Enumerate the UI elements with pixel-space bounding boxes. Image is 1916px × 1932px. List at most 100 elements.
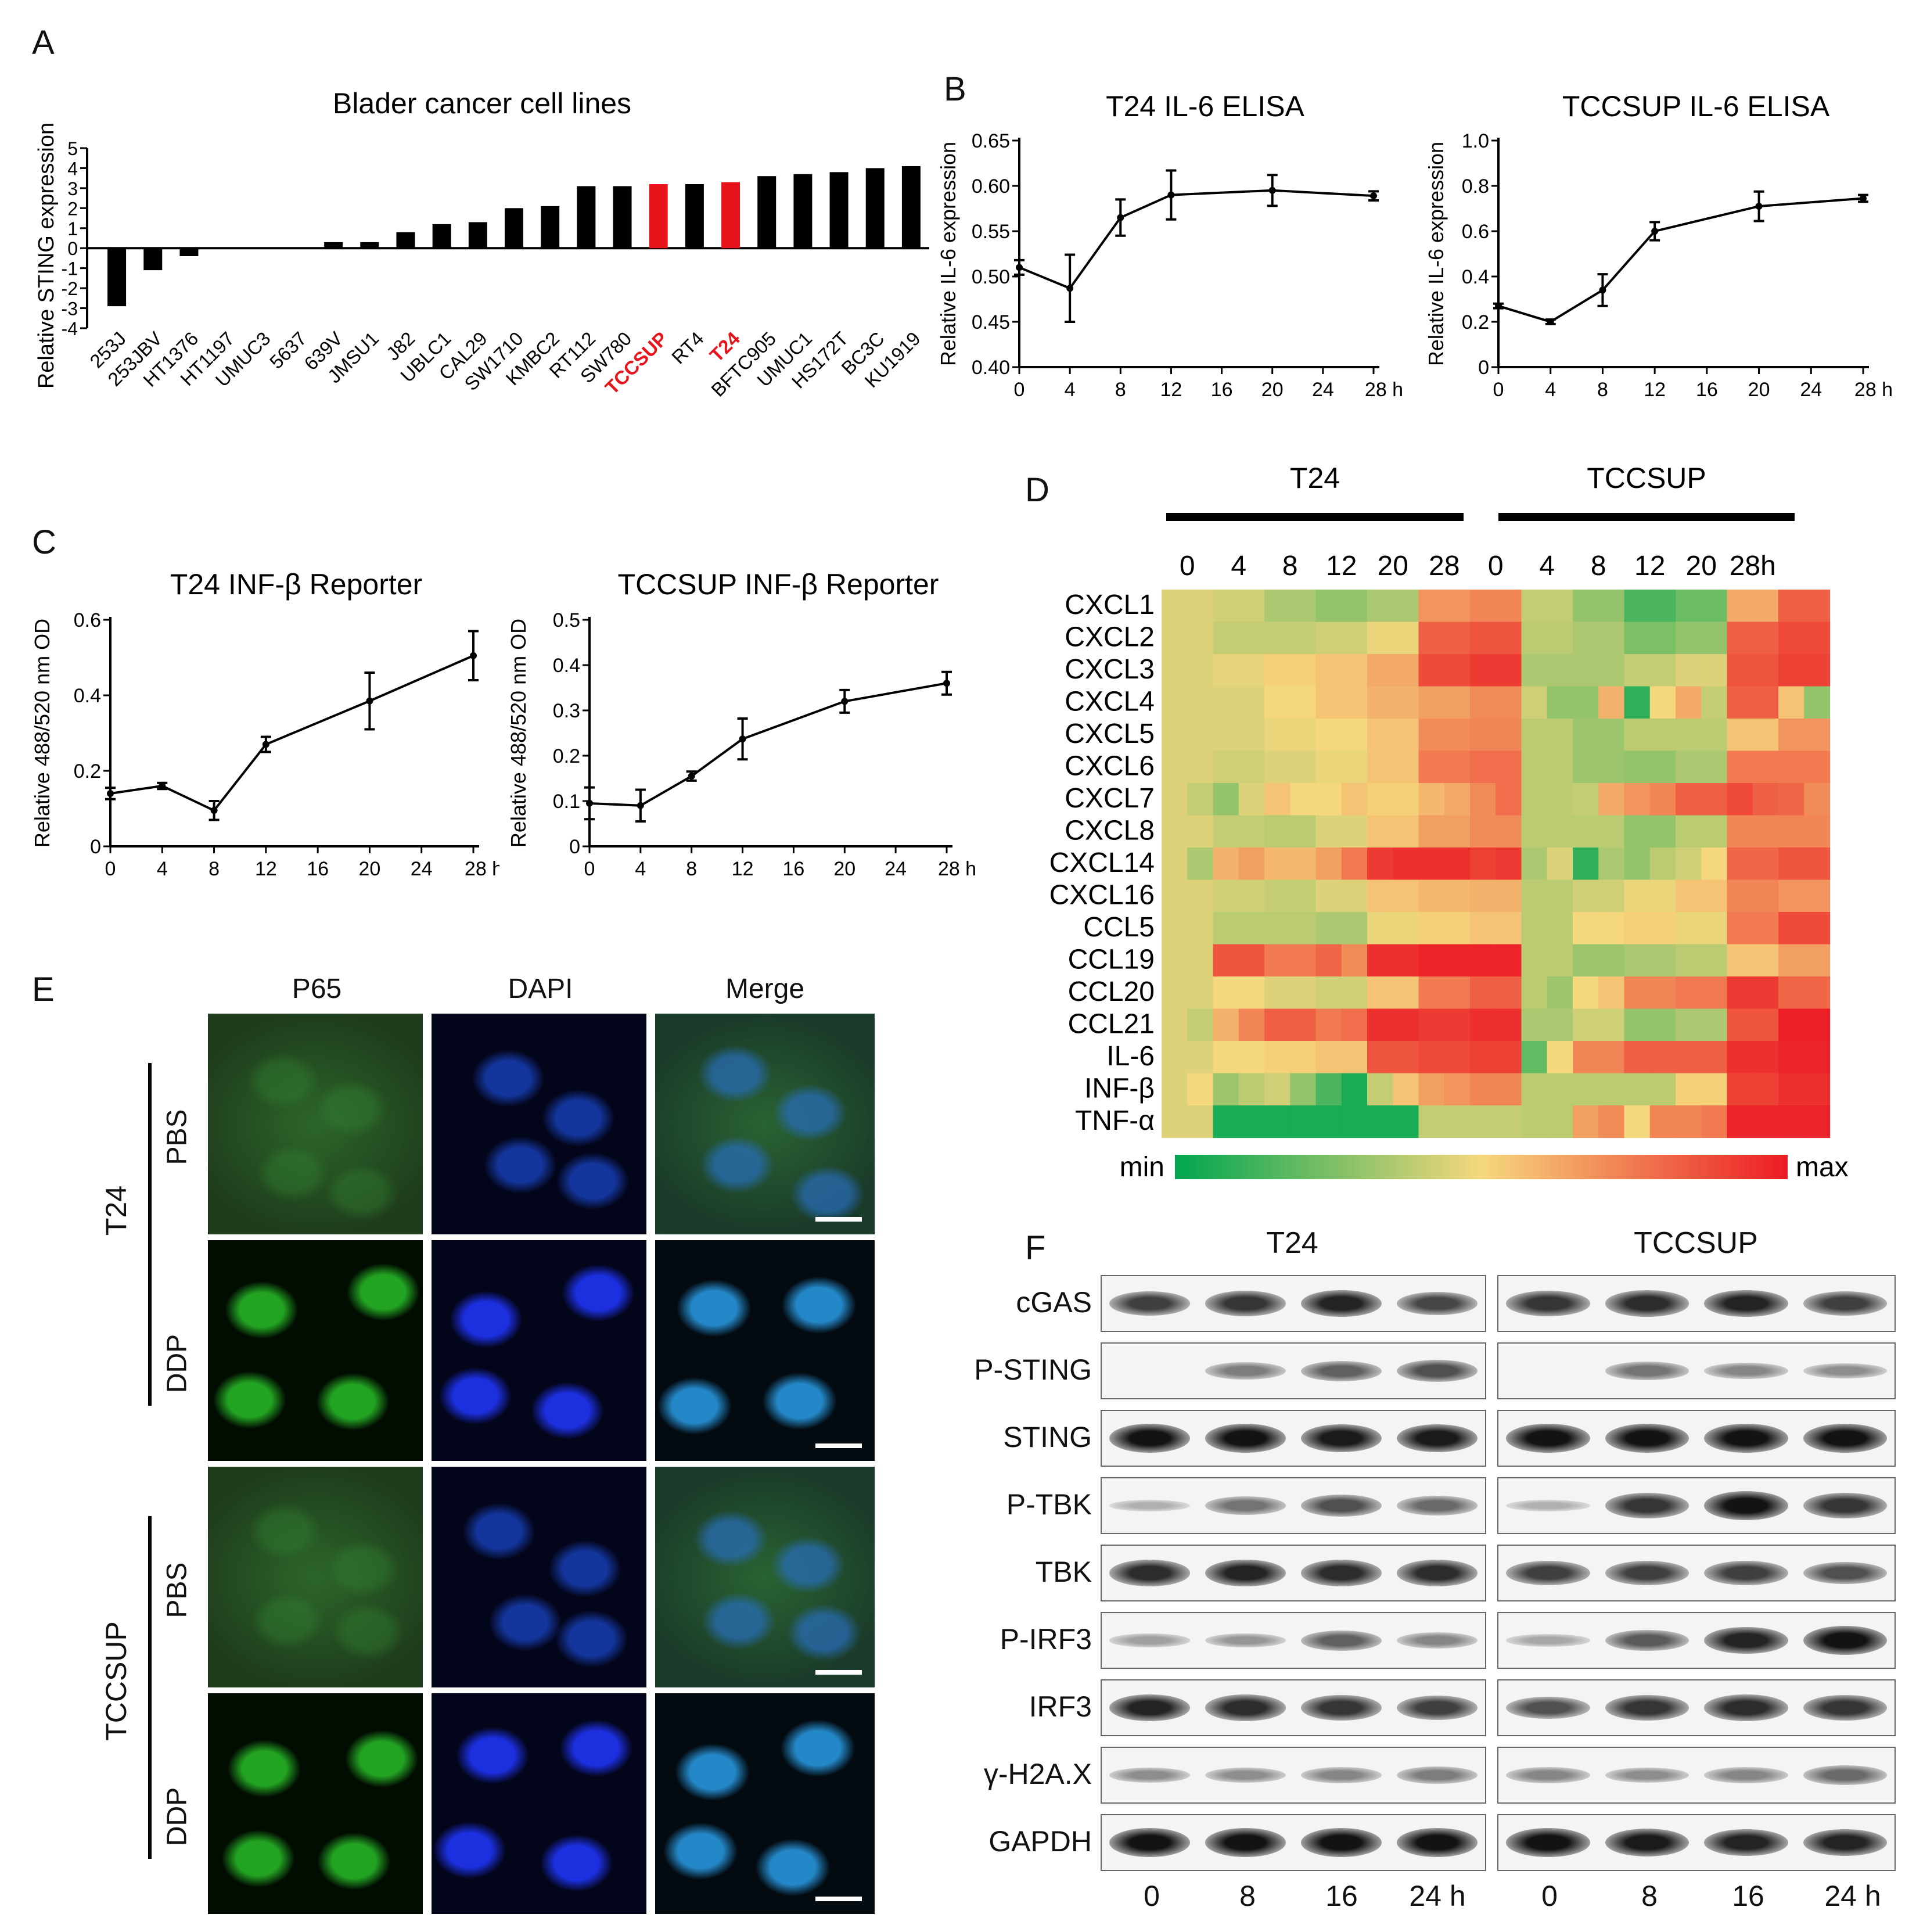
heatmap-cell	[1521, 976, 1548, 1010]
chart-a-ytick-label: -4	[62, 318, 78, 339]
heatmap-cell	[1598, 622, 1625, 655]
heatmap-cell	[1778, 944, 1804, 977]
heatmap-group-bar	[1166, 513, 1464, 521]
chart-a-bar-253jbv	[143, 248, 163, 271]
chartB2-point	[1651, 228, 1659, 235]
heatmap-cell	[1598, 879, 1625, 913]
heatmap-cell	[1727, 976, 1753, 1010]
heatmap-column-label: 28h	[1730, 551, 1776, 581]
heatmap-cell	[1162, 1008, 1188, 1042]
heatmap-scale-min: min	[1120, 1152, 1164, 1183]
blot-band	[1205, 1559, 1286, 1587]
micrograph-p65-tccsup-ddp	[208, 1693, 423, 1914]
heatmap-cell	[1496, 719, 1522, 752]
chartB1-ylabel: Relative IL-6 expression	[936, 142, 960, 366]
heatmap-cell	[1444, 879, 1471, 913]
heatmap-cell	[1393, 622, 1419, 655]
chart-a-ytick-label: -2	[62, 278, 78, 299]
blot-row-label: GAPDH	[988, 1825, 1092, 1858]
panel-label-c: C	[32, 523, 56, 561]
blot-band	[1506, 1827, 1590, 1858]
heatmap-cell	[1649, 590, 1676, 623]
blot-band	[1301, 1827, 1382, 1858]
heatmap-cell	[1341, 848, 1368, 881]
heatmap-cell	[1393, 719, 1419, 752]
heatmap-cell	[1649, 879, 1676, 913]
heatmap-cell	[1393, 848, 1419, 881]
heatmap-column-label: 8	[1282, 551, 1298, 581]
blot-band	[1397, 1766, 1478, 1784]
heatmap-column-label: 0	[1488, 551, 1504, 581]
heatmap-cell	[1752, 815, 1779, 848]
blot-band	[1397, 1291, 1478, 1316]
heatmap-cell	[1418, 1008, 1445, 1042]
heatmap-cell	[1778, 686, 1804, 719]
heatmap-cell	[1264, 815, 1290, 848]
heatmap-cell	[1547, 815, 1573, 848]
heatmap-cell	[1676, 848, 1702, 881]
heatmap-cell	[1418, 750, 1445, 784]
chartC2-point	[688, 773, 695, 780]
chartB2-xtick-label: 4	[1545, 379, 1556, 401]
heatmap-cell	[1701, 622, 1728, 655]
heatmap-cell	[1547, 686, 1573, 719]
blot-band	[1803, 1493, 1887, 1518]
heatmap-row-label: CXCL16	[1049, 880, 1155, 911]
heatmap-cell	[1418, 815, 1445, 848]
heatmap-cell	[1547, 654, 1573, 687]
chartC2-point	[943, 680, 950, 687]
bracket-t24	[148, 1063, 152, 1406]
heatmap-cell	[1290, 654, 1317, 687]
heatmap-cell	[1315, 622, 1342, 655]
blot-row-label: P-TBK	[1006, 1488, 1092, 1521]
heatmap-cell	[1778, 879, 1804, 913]
heatmap-cell	[1341, 912, 1368, 945]
heatmap-cell	[1290, 686, 1317, 719]
chartB2-xtick-label: 8	[1597, 379, 1608, 401]
heatmap-cell	[1290, 622, 1317, 655]
heatmap-cell	[1470, 879, 1496, 913]
blot-band	[1605, 1423, 1689, 1453]
blot-band	[1803, 1423, 1887, 1453]
heatmap-cell	[1598, 1073, 1625, 1106]
chartC1-xtick-label: 4	[157, 858, 168, 880]
heatmap-cell	[1624, 1008, 1651, 1042]
blot-row-label: P-IRF3	[1000, 1623, 1092, 1656]
heatmap-cell	[1547, 944, 1573, 977]
blot-band	[1205, 1362, 1286, 1380]
blot-band	[1301, 1424, 1382, 1453]
chartC2-xtick-label: 20	[833, 858, 855, 880]
chart-a-bar-ublc1	[432, 224, 451, 249]
heatmap-cell	[1418, 944, 1445, 977]
heatmap-cell	[1521, 590, 1548, 623]
heatmap-cell	[1573, 750, 1599, 784]
heatmap-cell	[1547, 1105, 1573, 1139]
heatmap-cell	[1676, 686, 1702, 719]
heatmap-cell	[1778, 622, 1804, 655]
heatmap-cell	[1264, 719, 1290, 752]
heatmap-cell	[1598, 590, 1625, 623]
chart-a-bar-rt4	[685, 184, 704, 249]
heatmap-cell	[1470, 912, 1496, 945]
chartB2-point	[1547, 318, 1554, 325]
heatmap-cell	[1444, 1105, 1471, 1139]
chartB1-ytick-label: 0.45	[972, 311, 1010, 333]
heatmap-cell	[1598, 912, 1625, 945]
heatmap-cell	[1676, 976, 1702, 1010]
chartC1-xtick-label: 28 h	[465, 858, 499, 880]
heatmap-cell	[1778, 590, 1804, 623]
chartB1-point	[1370, 192, 1377, 200]
chart-a-ytick-label: 4	[67, 158, 78, 179]
heatmap-cell	[1573, 1105, 1599, 1139]
heatmap-cell	[1752, 590, 1779, 623]
heatmap-column-label: 4	[1539, 551, 1555, 581]
blot-band	[1205, 1767, 1286, 1783]
heatmap-cell	[1778, 750, 1804, 784]
heatmap-cell	[1470, 1073, 1496, 1106]
heatmap-cell	[1598, 783, 1625, 816]
micrograph-merge-tccsup-ddp	[655, 1693, 875, 1914]
heatmap-cell	[1315, 1041, 1342, 1074]
heatmap-cell	[1676, 654, 1702, 687]
heatmap-cell	[1752, 783, 1779, 816]
chartC1-xtick-label: 12	[255, 858, 277, 880]
